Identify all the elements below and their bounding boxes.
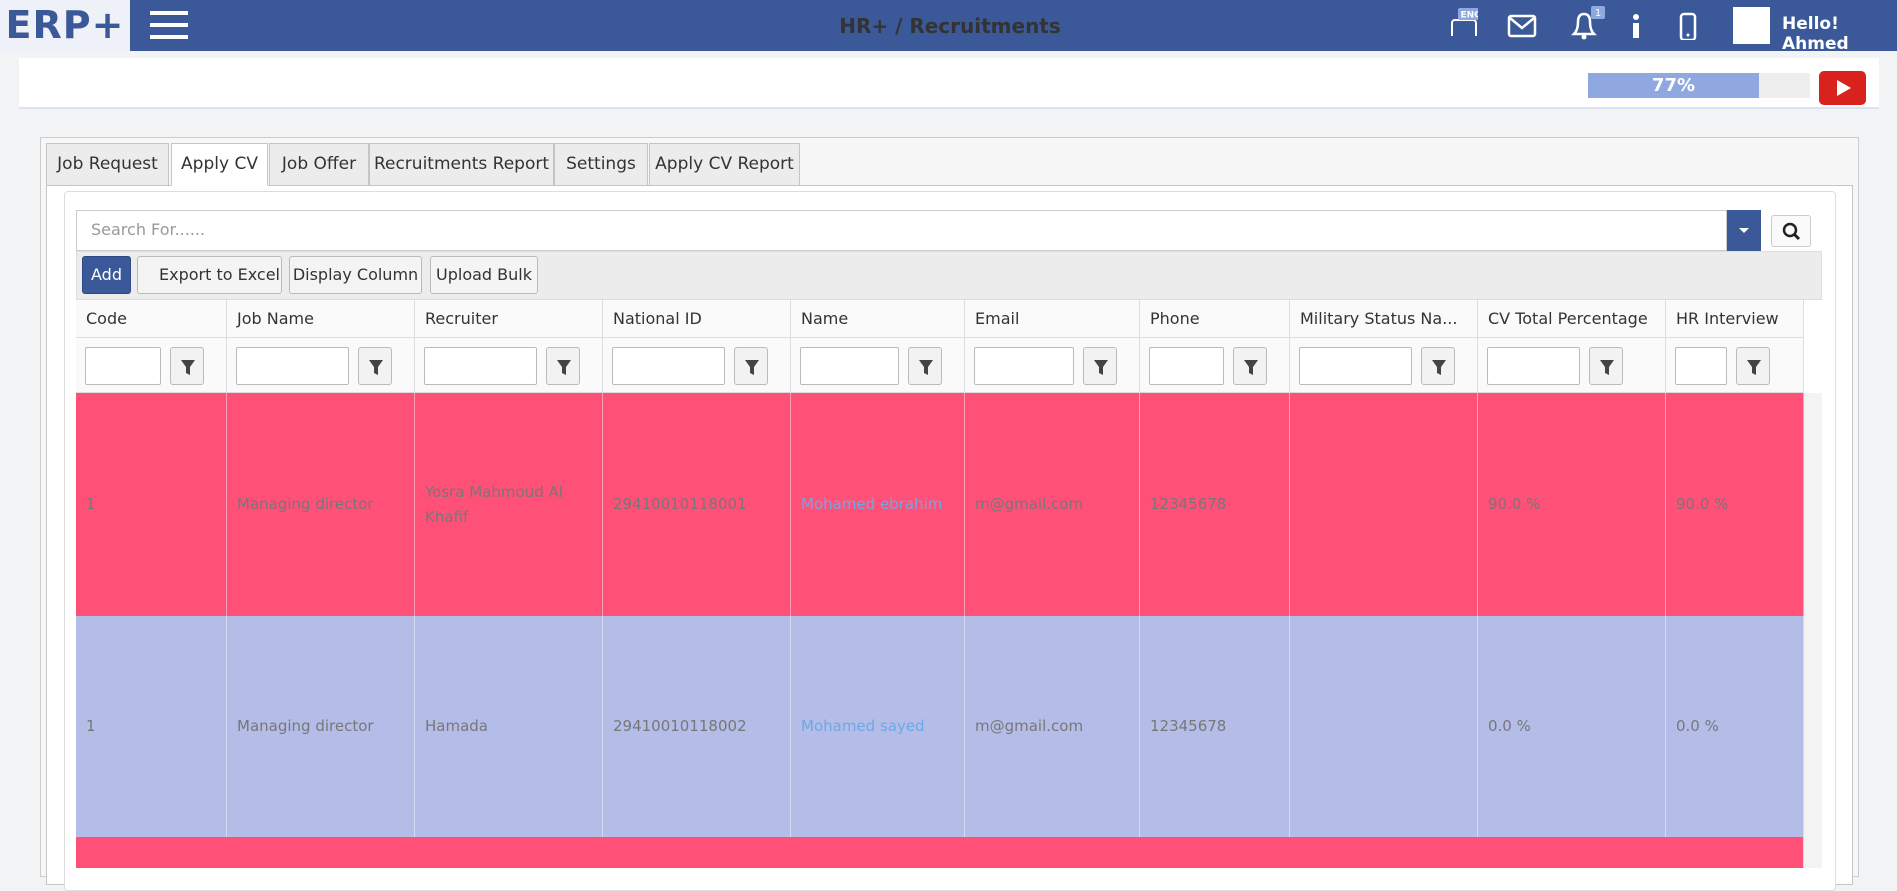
tab[interactable]: Apply CV	[171, 143, 268, 186]
filter-button[interactable]	[1421, 347, 1455, 385]
mail-button[interactable]	[1507, 12, 1537, 40]
tab[interactable]: Recruitments Report	[369, 143, 554, 186]
scrollbar[interactable]	[1803, 393, 1822, 868]
video-button[interactable]	[1819, 71, 1866, 105]
logo[interactable]: ERP+	[0, 0, 130, 51]
filter-button[interactable]	[1736, 347, 1770, 385]
filter-cell	[415, 338, 603, 393]
notification-count: 1	[1595, 8, 1601, 19]
language-button[interactable]: ENG	[1448, 8, 1478, 36]
table-cell: Yosra Mahmoud Al Khafif	[415, 393, 603, 616]
table-cell[interactable]: Mohamed ebrahim	[791, 393, 965, 616]
table-cell: m@gmail.com	[965, 393, 1140, 616]
table-cell: 90.0 %	[1478, 393, 1666, 616]
filter-button[interactable]	[1233, 347, 1267, 385]
info-button[interactable]	[1626, 12, 1656, 40]
toolbar-button[interactable]: Add	[82, 256, 131, 294]
table-row	[76, 837, 1803, 868]
progress-fill	[1588, 73, 1759, 98]
filter-input[interactable]	[424, 347, 537, 385]
tab[interactable]: Settings	[554, 143, 648, 186]
filter-button[interactable]	[1083, 347, 1117, 385]
progress-bar: 77%	[1588, 73, 1810, 98]
toolbar-button[interactable]: Display Column	[289, 256, 422, 294]
filter-input[interactable]	[236, 347, 349, 385]
tab[interactable]: Job Request	[46, 143, 169, 186]
column-header[interactable]: Email	[965, 300, 1140, 338]
menu-button[interactable]	[150, 9, 190, 41]
filter-button[interactable]	[546, 347, 580, 385]
table-cell: 29410010118002	[603, 616, 791, 837]
filter-button[interactable]	[170, 347, 204, 385]
table-cell: 12345678	[1140, 393, 1290, 616]
notification-button[interactable]: 1	[1568, 6, 1608, 42]
filter-input[interactable]	[85, 347, 161, 385]
search-dropdown[interactable]	[1727, 210, 1761, 251]
column-header[interactable]: National ID	[603, 300, 791, 338]
table-cell: 29410010118001	[603, 393, 791, 616]
filter-button[interactable]	[358, 347, 392, 385]
column-header[interactable]: HR Interview	[1666, 300, 1804, 338]
table-cell: 1	[76, 616, 227, 837]
filter-button[interactable]	[908, 347, 942, 385]
table-cell: Managing director	[227, 616, 415, 837]
search-input[interactable]: Search For......	[76, 210, 1727, 251]
tab[interactable]: Job Offer	[269, 143, 369, 186]
filter-cell	[1140, 338, 1290, 393]
table-cell[interactable]: Mohamed sayed	[791, 616, 965, 837]
table-cell: m@gmail.com	[965, 616, 1140, 837]
table-cell: 12345678	[1140, 616, 1290, 837]
progress-label: 77%	[1651, 75, 1696, 96]
table-cell	[1290, 393, 1478, 616]
table-cell: Hamada	[415, 616, 603, 837]
user-greeting[interactable]: Hello! Ahmed	[1782, 14, 1849, 54]
toolbar-button[interactable]: Upload Bulk	[430, 256, 538, 294]
filter-input[interactable]	[612, 347, 725, 385]
column-header[interactable]: Military Status Na...	[1290, 300, 1478, 338]
table-cell	[1290, 616, 1478, 837]
filter-cell	[1666, 338, 1804, 393]
column-header[interactable]: Recruiter	[415, 300, 603, 338]
filter-cell	[1478, 338, 1666, 393]
search-button[interactable]	[1771, 215, 1811, 247]
filter-input[interactable]	[800, 347, 899, 385]
table-cell: 90.0 %	[1666, 393, 1804, 616]
table-cell: 0.0 %	[1666, 616, 1804, 837]
mobile-button[interactable]	[1678, 12, 1708, 40]
column-header[interactable]: CV Total Percentage	[1478, 300, 1666, 338]
filter-input[interactable]	[974, 347, 1074, 385]
filter-cell	[791, 338, 965, 393]
table-cell: 1	[76, 393, 227, 616]
filter-cell	[1290, 338, 1478, 393]
filter-input[interactable]	[1299, 347, 1412, 385]
column-header[interactable]: Code	[76, 300, 227, 338]
avatar[interactable]	[1733, 7, 1770, 44]
filter-input[interactable]	[1487, 347, 1580, 385]
column-header[interactable]: Phone	[1140, 300, 1290, 338]
filter-cell	[76, 338, 227, 393]
column-header[interactable]: Job Name	[227, 300, 415, 338]
column-header[interactable]: Name	[791, 300, 965, 338]
filter-button[interactable]	[734, 347, 768, 385]
filter-cell	[965, 338, 1140, 393]
top-bar	[0, 0, 1897, 51]
filter-input[interactable]	[1149, 347, 1224, 385]
table-cell: 0.0 %	[1478, 616, 1666, 837]
filter-button[interactable]	[1589, 347, 1623, 385]
page-title: HR+ / Recruitments	[839, 14, 1061, 38]
toolbar-button[interactable]: Export to Excel	[137, 256, 282, 294]
language-badge: ENG	[1460, 11, 1478, 21]
table-cell: Managing director	[227, 393, 415, 616]
tab[interactable]: Apply CV Report	[649, 143, 800, 186]
title-bar	[19, 58, 1879, 109]
filter-cell	[603, 338, 791, 393]
filter-cell	[227, 338, 415, 393]
filter-input[interactable]	[1675, 347, 1727, 385]
